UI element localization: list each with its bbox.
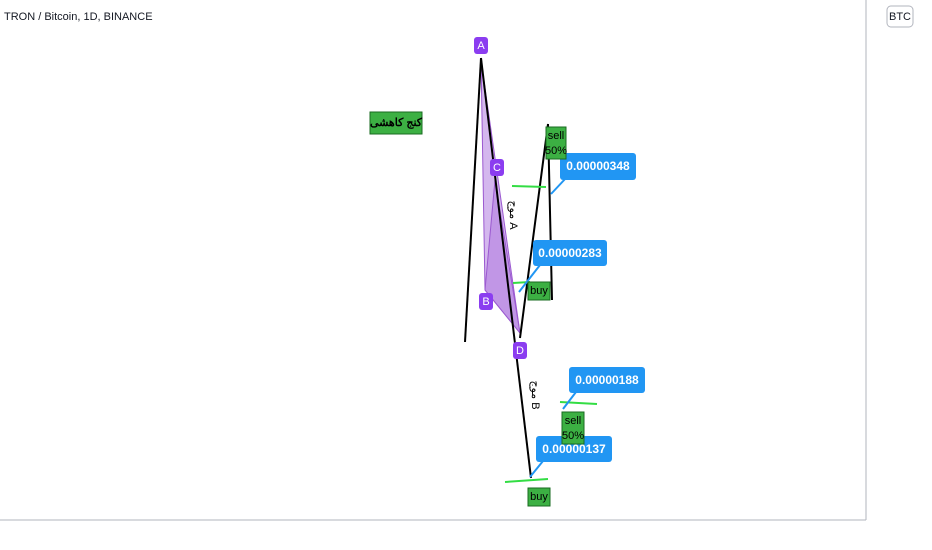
signal-text: sell (548, 130, 565, 142)
callout (560, 153, 636, 180)
signal-text: 50% (545, 145, 567, 157)
signal-text: buy (530, 285, 548, 297)
signal-text: 50% (562, 430, 584, 442)
callout-pointer (518, 264, 541, 293)
point-label: C (493, 162, 501, 174)
currency-button[interactable] (886, 5, 914, 28)
callout-text: 0.00000137 (542, 442, 606, 456)
signal-box (561, 411, 585, 445)
callout-pointer (562, 391, 577, 410)
point-label: D (516, 345, 524, 357)
signal-text: buy (530, 491, 548, 503)
point-badge (513, 342, 527, 359)
callout-text: 0.00000348 (566, 159, 630, 173)
target-line (559, 401, 598, 405)
signal-box (545, 126, 567, 160)
callout-text: 0.00000283 (538, 246, 602, 260)
callout-pointer (550, 177, 567, 195)
drawings: A B C D کنج کاهشی موج A موج B 0.00000348… (369, 37, 645, 507)
pattern-name: کنج کاهشی (370, 117, 423, 129)
callout (569, 367, 645, 393)
callout-text: 0.00000188 (575, 373, 639, 387)
callout (533, 240, 607, 266)
wave-label: موج B (529, 380, 541, 409)
callout (536, 436, 612, 462)
point-label: B (482, 296, 489, 308)
price-axis-bg (866, 0, 932, 550)
currency-button-label[interactable]: BTC (889, 11, 911, 23)
point-badge (490, 159, 504, 176)
note-box (369, 111, 423, 135)
wave-label: موج A (507, 200, 519, 230)
signal-text: sell (565, 415, 582, 427)
target-line (504, 478, 549, 483)
callout-pointer (529, 460, 544, 478)
signal-box (527, 281, 551, 301)
pattern-fill (484, 179, 521, 335)
symbol-title: TRON / Bitcoin, 1D, BINANCE (4, 11, 153, 23)
target-line (511, 185, 547, 188)
point-label: A (477, 40, 485, 52)
point-badge (479, 293, 493, 310)
wave-line (480, 57, 532, 479)
point-badge (474, 37, 488, 54)
wave-line (464, 57, 482, 343)
signal-box (527, 487, 551, 507)
